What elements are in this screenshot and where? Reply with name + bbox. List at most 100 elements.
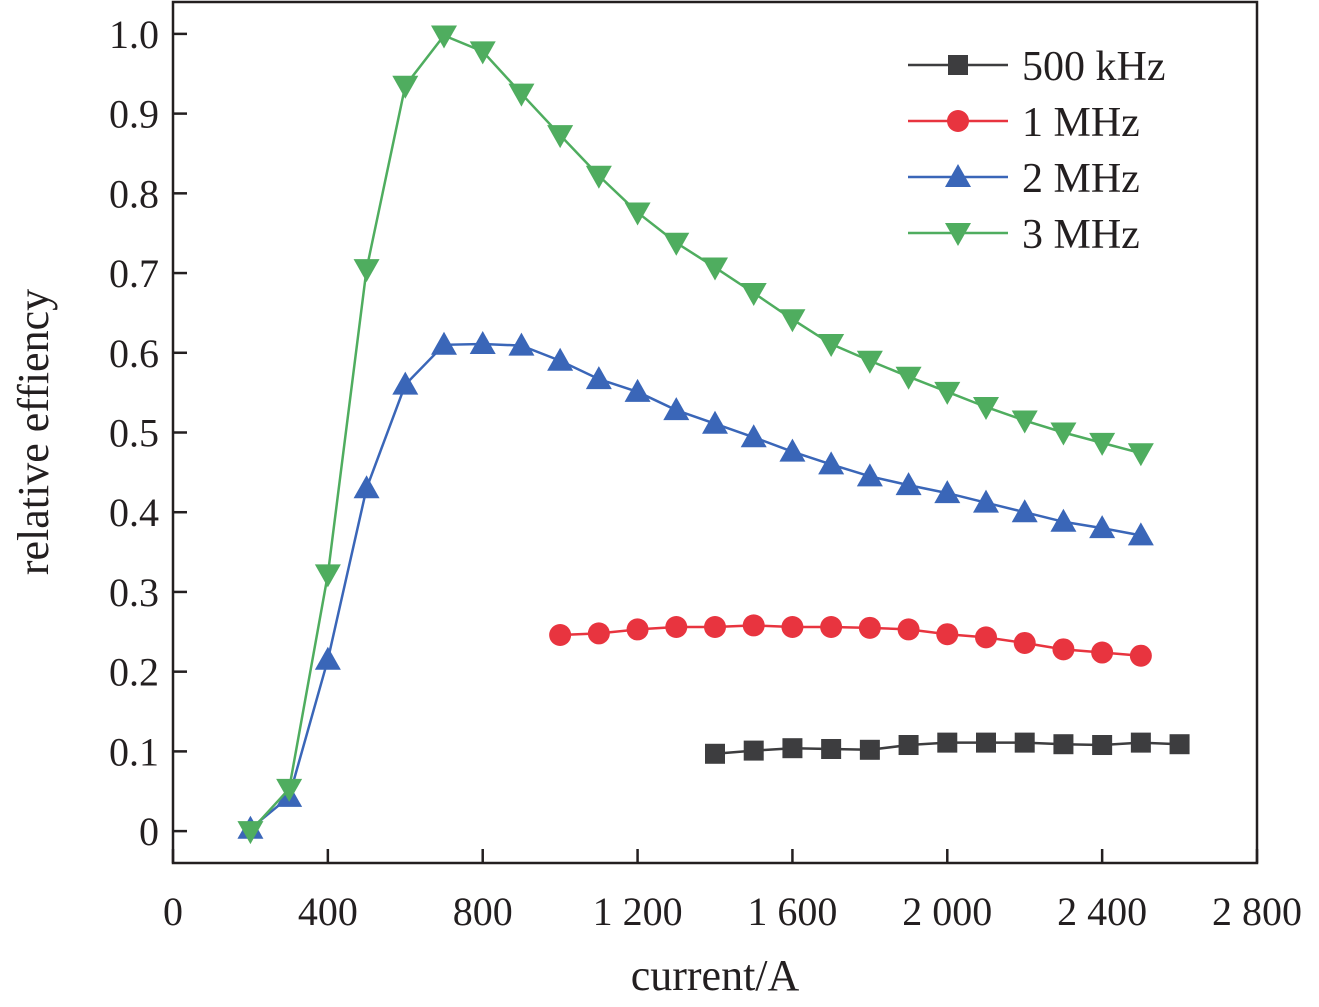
data-point-2-mhz bbox=[392, 371, 419, 395]
legend-marker bbox=[945, 164, 971, 187]
data-point-2-mhz bbox=[973, 489, 999, 513]
x-tick-label: 800 bbox=[453, 889, 513, 934]
data-point-3-mhz bbox=[1011, 410, 1038, 434]
data-point-2-mhz bbox=[663, 397, 690, 421]
x-tick-label: 400 bbox=[298, 889, 358, 934]
data-point-1-mhz bbox=[1129, 644, 1152, 667]
y-tick-label: 0.9 bbox=[109, 92, 159, 137]
data-point-1-mhz bbox=[626, 618, 649, 641]
legend-label: 500 kHz bbox=[1022, 44, 1165, 90]
x-tick-label: 1 600 bbox=[747, 889, 837, 934]
y-tick-label: 0.8 bbox=[109, 171, 159, 216]
data-point-3-mhz bbox=[934, 381, 961, 405]
data-point-1-mhz bbox=[704, 616, 726, 639]
data-point-500-khz bbox=[705, 743, 725, 764]
series-line-3-mhz bbox=[249, 33, 1142, 832]
data-point-3-mhz bbox=[895, 366, 922, 390]
data-point-2-mhz bbox=[740, 424, 767, 448]
y-tick-label: 0.4 bbox=[109, 490, 159, 535]
x-tick-label: 2 800 bbox=[1212, 889, 1302, 934]
data-point-3-mhz bbox=[237, 821, 264, 845]
data-point-2-mhz bbox=[1011, 499, 1038, 523]
data-point-500-khz bbox=[1092, 735, 1113, 756]
axes: 0 400 800 1 200 1 600 2 000 2 400 2 800 0 0.1 0.2 0… bbox=[109, 12, 1302, 934]
legend-entry-3-mhz: 3 MHz bbox=[908, 212, 1140, 258]
data-point-500-khz bbox=[782, 738, 803, 759]
data-point-2-mhz bbox=[856, 463, 883, 487]
data-point-1-mhz bbox=[1091, 641, 1114, 664]
data-point-500-khz bbox=[1130, 732, 1151, 753]
data-point-500-khz bbox=[937, 732, 958, 753]
y-tick-label: 0.5 bbox=[109, 411, 159, 456]
data-point-1-mhz bbox=[1052, 638, 1075, 661]
data-point-3-mhz bbox=[431, 25, 457, 49]
data-point-500-khz bbox=[976, 732, 996, 753]
y-axis-title: relative effiency bbox=[9, 289, 58, 575]
data-point-2-mhz bbox=[314, 646, 341, 670]
data-point-500-khz bbox=[1169, 734, 1190, 755]
series-2-mhz bbox=[237, 331, 1154, 839]
legend-marker bbox=[948, 55, 968, 75]
series-3-mhz bbox=[237, 25, 1154, 845]
series-layer bbox=[237, 25, 1190, 845]
y-tick-label: 0.2 bbox=[109, 650, 159, 695]
y-tick-label: 0.1 bbox=[109, 729, 159, 774]
data-point-1-mhz bbox=[781, 616, 804, 639]
series-line-1-mhz bbox=[560, 624, 1141, 657]
data-point-1-mhz bbox=[665, 616, 688, 639]
data-point-3-mhz bbox=[973, 396, 999, 420]
data-point-3-mhz bbox=[353, 259, 380, 283]
data-point-2-mhz bbox=[624, 378, 651, 402]
data-point-3-mhz bbox=[663, 232, 690, 256]
y-tick-label: 0.7 bbox=[109, 251, 159, 296]
data-point-1-mhz bbox=[936, 623, 959, 646]
data-point-2-mhz bbox=[353, 475, 380, 499]
x-tick-label: 2 000 bbox=[902, 889, 992, 934]
data-point-1-mhz bbox=[587, 622, 610, 645]
y-tick-label: 0 bbox=[139, 809, 159, 854]
data-point-3-mhz bbox=[702, 257, 728, 281]
data-point-3-mhz bbox=[585, 165, 612, 189]
x-axis-title: current/A bbox=[631, 951, 800, 1000]
data-point-3-mhz bbox=[314, 564, 341, 588]
data-point-2-mhz bbox=[934, 480, 961, 504]
data-point-2-mhz bbox=[702, 410, 728, 434]
data-point-3-mhz bbox=[779, 309, 806, 333]
data-point-3-mhz bbox=[508, 83, 535, 107]
data-point-3-mhz bbox=[276, 778, 303, 802]
data-point-2-mhz bbox=[508, 332, 535, 356]
data-point-2-mhz bbox=[547, 347, 574, 371]
data-point-3-mhz bbox=[818, 334, 845, 358]
data-point-1-mhz bbox=[1013, 631, 1036, 654]
data-point-3-mhz bbox=[1089, 432, 1116, 456]
y-tick-label: 0.6 bbox=[109, 331, 159, 376]
data-point-500-khz bbox=[821, 738, 842, 759]
x-tick-label: 2 400 bbox=[1057, 889, 1147, 934]
series-500-khz bbox=[705, 732, 1190, 764]
data-point-2-mhz bbox=[779, 438, 806, 462]
legend-entry-1-mhz: 1 MHz bbox=[908, 100, 1140, 146]
y-tick-label: 0.3 bbox=[109, 570, 159, 615]
legend-marker bbox=[947, 110, 969, 132]
legend-label: 3 MHz bbox=[1022, 212, 1140, 258]
legend-entry-2-mhz: 2 MHz bbox=[908, 156, 1140, 202]
y-tick-label: 1.0 bbox=[109, 12, 159, 57]
x-tick-label: 1 200 bbox=[593, 889, 683, 934]
data-point-3-mhz bbox=[856, 350, 883, 374]
data-point-1-mhz bbox=[975, 626, 997, 649]
data-point-500-khz bbox=[1014, 732, 1035, 753]
data-point-1-mhz bbox=[549, 623, 572, 646]
data-point-500-khz bbox=[898, 735, 919, 756]
data-point-3-mhz bbox=[547, 125, 574, 149]
legend-entry-500-khz: 500 kHz bbox=[908, 44, 1165, 90]
data-point-500-khz bbox=[1053, 734, 1074, 755]
data-point-2-mhz bbox=[1089, 515, 1116, 539]
data-point-2-mhz bbox=[818, 451, 845, 475]
data-point-1-mhz bbox=[820, 616, 843, 639]
legend-marker bbox=[945, 223, 971, 246]
data-point-2-mhz bbox=[1050, 508, 1077, 532]
data-point-500-khz bbox=[743, 740, 764, 761]
data-point-3-mhz bbox=[392, 75, 419, 99]
data-point-500-khz bbox=[859, 739, 880, 760]
